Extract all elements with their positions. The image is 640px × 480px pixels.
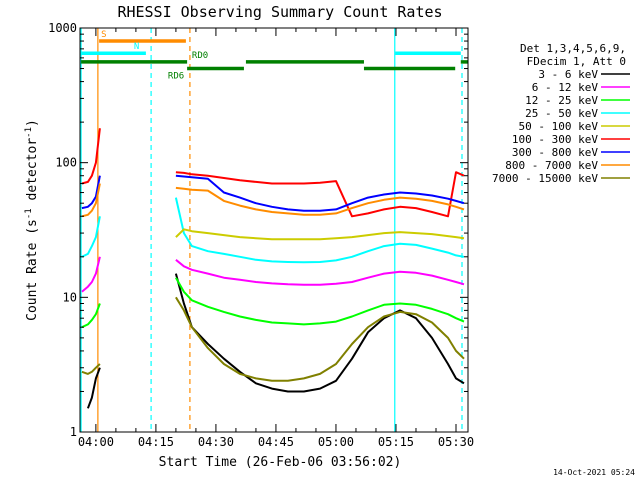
y-axis-label-mid: detector <box>25 138 40 209</box>
axes-layer: 1 10 100 1000 04:00 04:15 04:30 04:45 05:00 05:15… <box>48 21 474 449</box>
legend-label-0: 3 - 6 keV <box>538 68 598 81</box>
series-line-7 <box>81 183 465 218</box>
series-line-8 <box>81 296 465 382</box>
legend-label-6: 300 - 800 keV <box>512 146 598 159</box>
state-label-rd0: RD0 <box>192 51 208 61</box>
legend-header-0: Det 1,3,4,5,6,9, <box>520 42 626 55</box>
state-label-rd6: RD6 <box>168 72 184 82</box>
series-line-2 <box>81 277 465 329</box>
legend-label-1: 6 - 12 keV <box>532 81 599 94</box>
plot-frame <box>79 27 469 433</box>
series-line-5 <box>81 128 465 218</box>
y-tick-label-0: 1 <box>70 425 77 439</box>
x-tick-label-4: 05:00 <box>318 435 354 449</box>
series-line-6 <box>81 174 465 212</box>
y-tick-label-3: 1000 <box>48 21 77 35</box>
timestamp: 14-Oct-2021 05:24 <box>553 468 635 477</box>
y-axis-label-end: ) <box>25 119 40 127</box>
y-tick-label-2: 100 <box>55 156 77 170</box>
legend-label-2: 12 - 25 keV <box>525 94 598 107</box>
state-label-n: N <box>134 42 139 52</box>
legend-label-8: 7000 - 15000 keV <box>492 172 598 185</box>
x-tick-label-2: 04:30 <box>198 435 234 449</box>
series-line-1 <box>81 256 465 293</box>
legend-label-3: 25 - 50 keV <box>525 107 598 120</box>
legend: Det 1,3,4,5,6,9,FDecim 1, Att 03 - 6 keV… <box>492 42 630 185</box>
series-line-0 <box>86 273 465 409</box>
legend-label-5: 100 - 300 keV <box>512 133 598 146</box>
x-tick-label-3: 04:45 <box>258 435 294 449</box>
x-tick-label-1: 04:15 <box>138 435 174 449</box>
legend-label-4: 50 - 100 keV <box>519 120 599 133</box>
state-label-s: S <box>101 30 106 40</box>
x-axis-label: Start Time (26-Feb-06 03:56:02) <box>159 455 402 470</box>
series-line-4 <box>175 228 465 241</box>
y-tick-label-1: 10 <box>63 290 77 304</box>
y-axis-label: Count Rate (s-1 detector-1) <box>24 119 40 321</box>
x-tick-label-6: 05:30 <box>438 435 474 449</box>
data-layer: S N RD0 RD6 <box>80 28 468 432</box>
x-tick-label-0: 04:00 <box>78 435 114 449</box>
y-axis-label-main: Count Rate (s <box>25 219 40 321</box>
series-group <box>81 128 465 409</box>
legend-header-1: FDecim 1, Att 0 <box>527 55 626 68</box>
x-tick-label-5: 05:15 <box>378 435 414 449</box>
y-axis-label-sup2: -1 <box>24 127 34 138</box>
chart-title: RHESSI Observing Summary Count Rates <box>117 3 442 21</box>
y-axis-label-sup1: -1 <box>24 208 34 219</box>
series-line-3 <box>81 197 465 264</box>
legend-label-7: 800 - 7000 keV <box>505 159 598 172</box>
